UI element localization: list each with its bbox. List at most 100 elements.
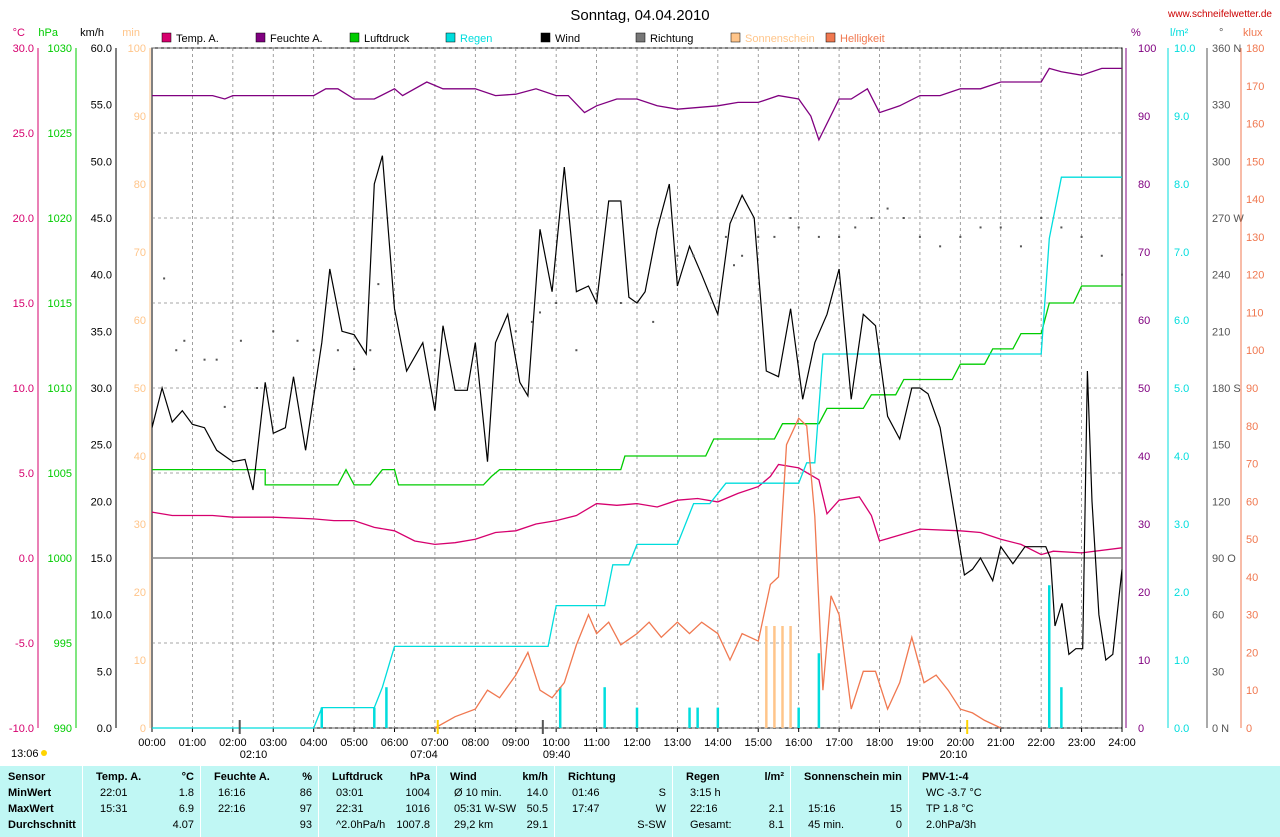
x-tick: 01:00 [179,737,207,749]
stats-cell-value: S [658,787,666,799]
brightness-axis-tick: 110 [1246,307,1264,319]
legend-swatch [255,32,266,43]
stats-cell-value: 1004 [405,787,430,799]
temp-axis-tick: 5.0 [19,468,34,480]
stats-cell-value: 50.5 [526,803,548,815]
x-tick: 20:00 [947,737,975,749]
stats-cell-label: 05:31 W-SW [454,803,517,815]
legend-label: Richtung [650,33,693,45]
wind-axis-tick: 30.0 [91,383,112,395]
x-tick: 09:00 [502,737,530,749]
event-label: 02:10 [240,749,268,761]
direction-point [296,339,299,342]
stats-col-name: Regen [686,771,720,783]
stats-cell-value: 4.07 [172,819,194,831]
pressure-axis-tick: 1015 [48,298,72,310]
stats-cell-label: 22:16 [218,803,246,815]
humidity-axis-tick: 90 [1138,111,1150,123]
direction-point [223,405,226,408]
brightness-axis-tick: 180 [1246,43,1264,55]
series-line [434,417,1002,729]
temp-axis-tick: 30.0 [13,43,34,55]
stats-divider [672,766,673,837]
sun-axis-tick: 50 [134,383,146,395]
rain-axis-tick: 4.0 [1174,451,1189,463]
wind-unit: km/h [80,27,104,39]
brightness-axis-tick: 20 [1246,647,1258,659]
event-label: 20:10 [940,749,968,761]
direction-point [1121,273,1123,276]
brightness-axis-tick: 50 [1246,534,1258,546]
direction-point [256,387,259,389]
sun-icon [41,750,47,756]
direction-point [1019,245,1022,248]
direction-point [183,339,186,342]
stats-cell-label: 15:31 [100,803,128,815]
stats-cell-value: 97 [299,803,312,815]
pressure-axis-tick: 1030 [48,43,72,55]
brightness-axis-tick: 170 [1246,81,1264,93]
stats-col-name: PMV-1:-4 [922,771,969,783]
humidity-axis-tick: 0 [1138,723,1144,735]
brightness-axis-tick: 160 [1246,119,1264,131]
direction-point [353,368,356,371]
stats-col-unit: °C [181,771,194,783]
direction-axis-tick: 90 O [1212,553,1236,565]
stats-cell-label: 29,2 km [454,819,494,831]
stats-divider [82,766,83,837]
stats-divider [790,766,791,837]
stats-divider [908,766,909,837]
stats-cell-value: 1007.8 [396,819,430,831]
x-tick: 04:00 [300,737,328,749]
legend-swatch [445,32,456,43]
website-label[interactable]: www.schneifelwetter.de [1167,9,1272,20]
direction-axis-tick: 150 [1212,440,1230,452]
stats-col-name: Wind [450,771,477,783]
stats-col-unit: hPa [409,771,430,783]
event-label: 09:40 [543,749,571,761]
direction-point [733,264,735,267]
direction-point [1080,235,1083,238]
humidity-axis-tick: 100 [1138,43,1156,55]
weather-chart: Sonntag, 04.04.2010 www.schneifelwetter.… [9,7,1273,761]
stats-cell-label: 16:16 [218,787,246,799]
direction-point [773,235,776,238]
stats-cell-value: W [655,803,666,815]
stats-cell-label: 3:15 h [690,787,721,799]
legend: Temp. A. Feuchte A. Luftdruck Regen Wind Rich… [161,32,885,45]
stats-cell-label: Gesamt: [690,819,732,831]
direction-point [1060,226,1063,229]
direction-axis-tick: 0 N [1212,723,1229,735]
direction-point [555,302,558,304]
series-wind [151,155,1123,662]
x-tick: 00:00 [138,737,166,749]
rain-axis-tick: 7.0 [1174,247,1189,259]
brightness-axis-tick: 70 [1246,459,1258,471]
brightness-unit: klux [1243,27,1263,39]
brightness-axis-tick: 150 [1246,156,1264,168]
direction-point [215,358,218,361]
humidity-axis-tick: 10 [1138,655,1150,667]
x-tick: 02:00 [219,737,247,749]
direction-point [789,217,792,219]
grid [152,47,1122,729]
brightness-axis-tick: 80 [1246,421,1258,433]
rain-axis-tick: 9.0 [1174,111,1189,123]
legend-label: Helligkeit [840,33,885,45]
legend-label: Regen [460,33,492,45]
x-tick: 06:00 [381,737,409,749]
legend-label: Sonnenschein [745,33,815,45]
humidity-axis-tick: 80 [1138,179,1150,191]
x-tick: 16:00 [785,737,813,749]
series-regen [152,176,1122,729]
temp-unit: °C [13,27,25,39]
direction-point [163,277,166,280]
stats-cell-label: 17:47 [572,803,600,815]
rain-unit: l/m² [1170,27,1189,39]
sun-axis-tick: 40 [134,451,146,463]
pressure-axis-tick: 1025 [48,128,72,140]
wind-axis-tick: 40.0 [91,270,112,282]
axes: 30.025.020.015.010.05.00.0-5.0-10.010301… [9,27,1264,749]
legend-label: Luftdruck [364,33,410,45]
wind-axis-tick: 55.0 [91,100,112,112]
